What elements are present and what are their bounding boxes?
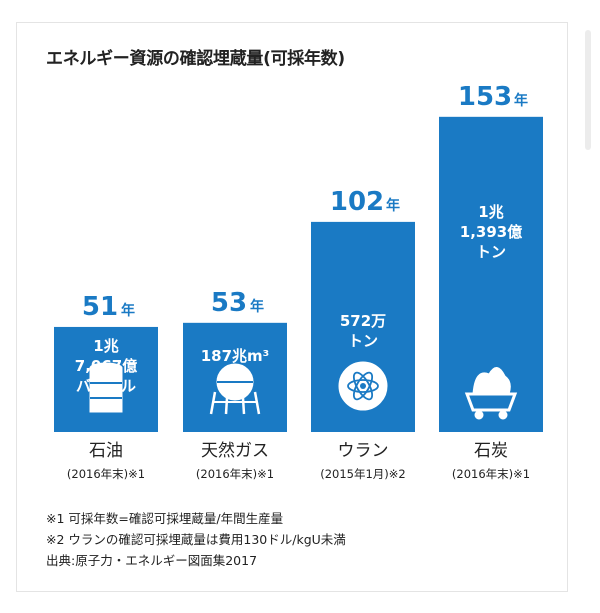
footnote-1: ※1 可採年数=確認可採埋蔵量/年間生産量 [46, 511, 284, 526]
scrollbar[interactable] [585, 30, 591, 150]
oil-drum-icon [89, 362, 123, 413]
bar-group-0: 51年1兆7,067億バーレル石油(2016年末)※1 [54, 292, 158, 481]
value-label: 53 [211, 288, 247, 318]
period-label: (2016年末)※1 [196, 467, 274, 481]
coal-pile [472, 367, 511, 395]
value-unit-label: 年 [250, 298, 264, 315]
atom-icon [338, 361, 388, 411]
reserve-label: トン [348, 332, 378, 350]
source-note: 出典:原子力・エネルギー図面集2017 [46, 553, 258, 568]
category-label: 石炭 [474, 441, 508, 461]
period-label: (2016年末)※1 [67, 467, 145, 481]
value-label: 102 [330, 187, 384, 217]
gas-tank-icon [209, 363, 261, 415]
reserve-label: 1,393億 [460, 223, 522, 241]
reserve-label: 1兆 [478, 203, 503, 221]
chart-title: エネルギー資源の確認埋蔵量(可採年数) [46, 49, 345, 69]
bar-chart: 51年1兆7,067億バーレル石油(2016年末)※153年187兆m³天然ガス… [54, 82, 543, 481]
coal-cart-icon [464, 367, 518, 420]
bar-group-1: 53 年 187兆m³ 天然ガス (2016年末)※1 [183, 288, 287, 481]
drum-body [89, 367, 123, 413]
period-label: (2016年末)※1 [452, 467, 530, 481]
value-label: 51 [82, 292, 118, 322]
value-unit-label: 年 [121, 302, 135, 319]
atom-nucleus [360, 383, 366, 389]
reserve-label: 187兆m³ [201, 347, 270, 365]
atom-orbit [352, 371, 374, 401]
tank-leg [241, 397, 246, 415]
atom-orbit [347, 379, 379, 393]
reserve-label: 572万 [340, 312, 386, 330]
reserve-label: トン [476, 243, 506, 261]
category-label: 天然ガス [201, 441, 269, 461]
period-label: (2015年1月)※2 [320, 467, 406, 481]
cart-wheel [474, 410, 484, 420]
cart-wheel [498, 410, 508, 420]
category-label: 石油 [89, 441, 123, 461]
reserve-label: 1兆 [93, 337, 118, 355]
footnote-2: ※2 ウランの確認可採埋蔵量は費用130ドル/kgU未満 [46, 532, 346, 547]
category-label: ウラン [338, 441, 389, 461]
value-label: 153 [458, 82, 512, 112]
atom-orbit [352, 371, 374, 401]
value-unit-label: 年 [386, 197, 400, 214]
tank-leg [224, 397, 229, 415]
cart-body [464, 392, 518, 412]
value-unit-label: 年 [514, 92, 528, 109]
